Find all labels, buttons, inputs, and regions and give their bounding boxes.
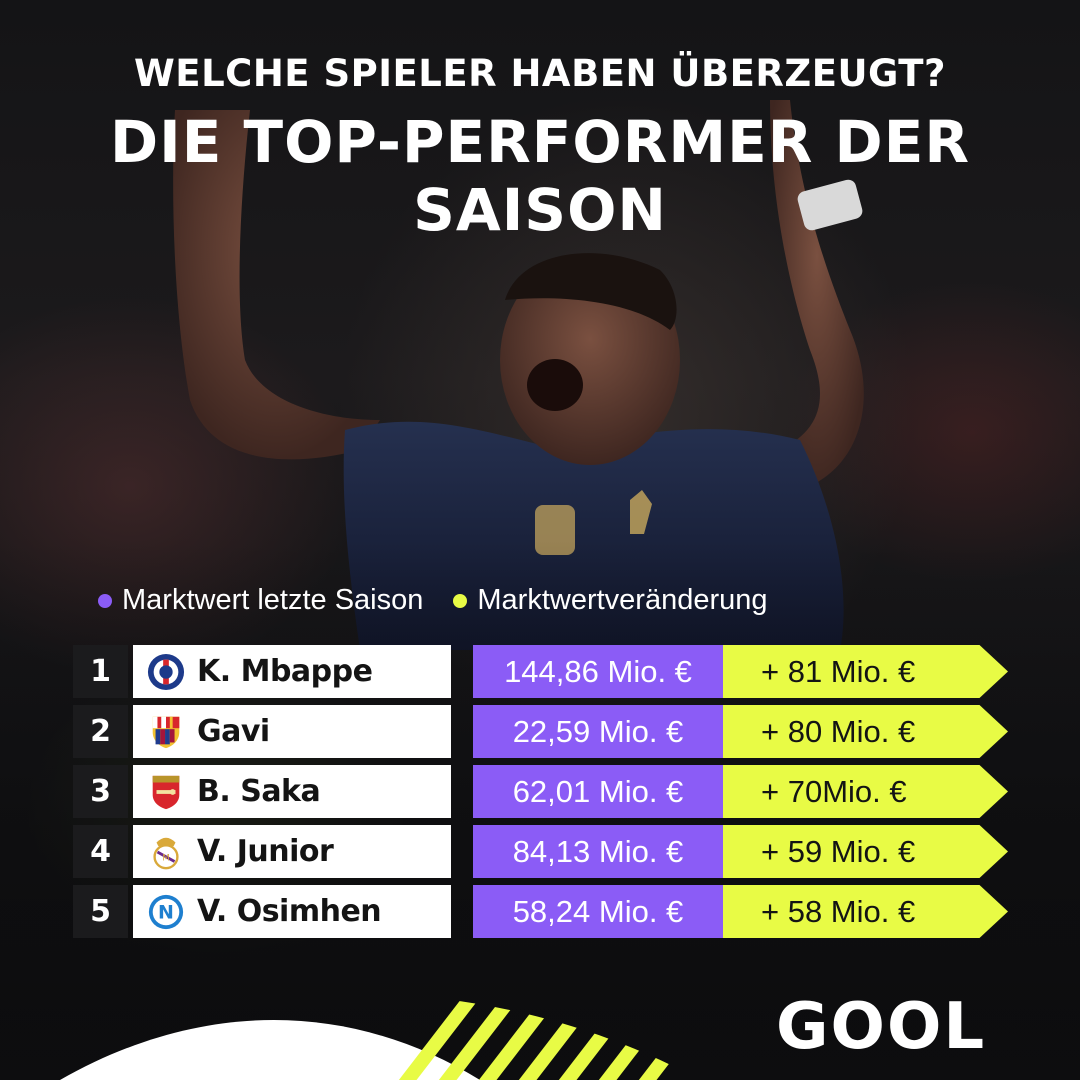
player-name: V. Junior <box>197 834 334 869</box>
legend-item-change: Marktwertveränderung <box>453 584 768 617</box>
barcelona-crest-icon <box>152 716 180 748</box>
rank: 3 <box>73 765 128 818</box>
lime-dot-icon <box>453 593 468 608</box>
player-name: B. Saka <box>197 774 321 809</box>
subtitle: WELCHE SPIELER HABEN ÜBERZEUGT? <box>134 52 946 95</box>
value-change: + 70Mio. € <box>723 765 1008 818</box>
player-name: Gavi <box>197 714 270 749</box>
value-last-season: 22,59 Mio. € <box>473 705 723 758</box>
value-change: + 81 Mio. € <box>723 645 1008 698</box>
value-last-season: 144,86 Mio. € <box>473 645 723 698</box>
value-last-season: 58,24 Mio. € <box>473 885 723 938</box>
arsenal-crest-icon <box>152 775 180 809</box>
legend: Marktwert letzte Saison Marktwertverände… <box>98 584 784 617</box>
value-change: + 58 Mio. € <box>723 885 1008 938</box>
legend-label-change: Marktwertveränderung <box>477 584 768 616</box>
value-last-season: 62,01 Mio. € <box>473 765 723 818</box>
rank: 1 <box>73 645 128 698</box>
player-cell: B. Saka <box>133 765 451 818</box>
value-last-season: 84,13 Mio. € <box>473 825 723 878</box>
real-madrid-crest-icon: M <box>153 837 179 869</box>
psg-crest-icon <box>147 653 185 690</box>
player-name: V. Osimhen <box>197 894 382 929</box>
napoli-crest-icon: N <box>148 894 184 929</box>
svg-text:M: M <box>162 853 169 863</box>
player-name: K. Mbappe <box>197 654 373 689</box>
rank: 5 <box>73 885 128 938</box>
player-cell: Gavi <box>133 705 451 758</box>
decorative-stripes <box>60 993 700 1080</box>
rank: 2 <box>73 705 128 758</box>
player-cell: N V. Osimhen <box>133 885 451 938</box>
player-cell: M V. Junior <box>133 825 451 878</box>
value-change: + 59 Mio. € <box>723 825 1008 878</box>
legend-label-last-season: Marktwert letzte Saison <box>122 584 424 616</box>
value-change: + 80 Mio. € <box>723 705 1008 758</box>
legend-item-last-season: Marktwert letzte Saison <box>98 584 423 617</box>
brand-logo: GOOL <box>776 990 987 1064</box>
page-title: DIE TOP-PERFORMER DER SAISON <box>110 108 970 244</box>
svg-text:N: N <box>158 901 174 923</box>
rank: 4 <box>73 825 128 878</box>
purple-dot-icon <box>98 593 112 608</box>
player-cell: K. Mbappe <box>133 645 451 698</box>
